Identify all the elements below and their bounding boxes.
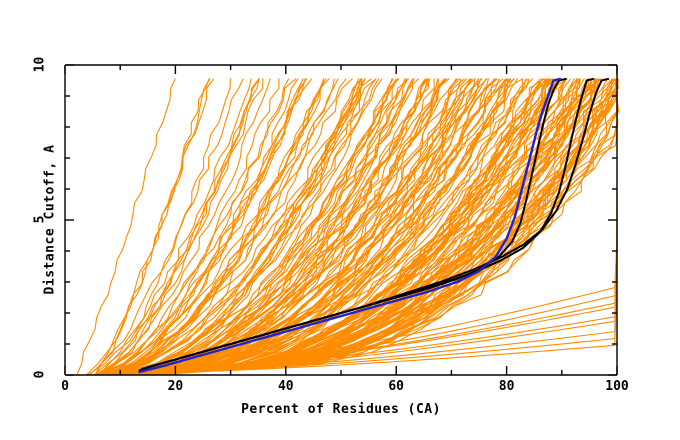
background-model-curve bbox=[112, 78, 394, 376]
background-model-curve bbox=[119, 78, 472, 376]
x-tick-label: 100 bbox=[605, 379, 629, 394]
x-tick-label: 20 bbox=[167, 379, 184, 394]
background-model-curve bbox=[124, 192, 618, 374]
background-model-curve bbox=[133, 78, 581, 376]
background-model-curve bbox=[131, 204, 618, 374]
background-model-curve bbox=[104, 78, 347, 376]
background-model-curve bbox=[122, 78, 496, 376]
background-model-curve bbox=[99, 78, 260, 376]
background-model-curve bbox=[87, 78, 252, 376]
background-model-curve bbox=[118, 78, 393, 376]
background-model-curve bbox=[118, 78, 450, 376]
background-model-curve bbox=[150, 78, 596, 376]
x-axis-label: Percent of Residues (CA) bbox=[241, 402, 441, 417]
background-model-curve bbox=[127, 78, 529, 376]
background-model-curve bbox=[76, 78, 176, 376]
series-reference-model-3 bbox=[146, 77, 610, 369]
background-model-curve bbox=[115, 78, 473, 376]
background-model-curve bbox=[147, 78, 575, 376]
background-model-curve bbox=[101, 78, 327, 376]
background-model-curve bbox=[127, 78, 551, 376]
background-model-curve bbox=[107, 78, 304, 376]
background-model-curve bbox=[141, 78, 592, 376]
background-model-curve bbox=[127, 182, 618, 374]
background-model-curve bbox=[128, 78, 565, 376]
background-model-curve bbox=[136, 196, 618, 374]
background-model-curve bbox=[105, 78, 362, 376]
background-model-curve bbox=[114, 78, 465, 376]
x-tick-label: 0 bbox=[61, 379, 69, 394]
background-model-curve bbox=[131, 78, 527, 376]
background-model-curve bbox=[105, 78, 362, 376]
background-model-curve bbox=[125, 78, 488, 376]
background-model-curve bbox=[89, 78, 244, 376]
background-model-curve bbox=[143, 78, 564, 376]
background-model-curve bbox=[108, 78, 325, 376]
background-model-curve bbox=[113, 78, 435, 376]
background-model-curve bbox=[137, 78, 614, 376]
background-model-curve bbox=[110, 78, 409, 376]
background-model-curve bbox=[119, 78, 429, 376]
background-model-curve bbox=[129, 78, 482, 376]
y-axis-label: Distance Cutoff, A bbox=[42, 144, 58, 295]
background-model-curve bbox=[110, 78, 383, 376]
background-model-curve bbox=[109, 78, 399, 376]
background-model-curve bbox=[109, 78, 377, 376]
background-model-curve bbox=[135, 192, 618, 374]
background-model-curve bbox=[139, 78, 524, 376]
background-model-curve bbox=[111, 78, 414, 376]
background-model-curve bbox=[94, 78, 215, 376]
background-model-curve bbox=[121, 78, 489, 376]
axis-frame bbox=[64, 64, 618, 376]
background-model-curve bbox=[96, 78, 313, 376]
background-model-curve bbox=[116, 78, 380, 376]
background-model-curve bbox=[130, 78, 550, 376]
background-model-curve bbox=[124, 78, 512, 376]
background-model-curve bbox=[95, 78, 210, 376]
background-model-curve bbox=[139, 78, 619, 376]
x-tick-label: 60 bbox=[388, 379, 405, 394]
background-model-curve bbox=[120, 78, 439, 376]
series-best-model bbox=[138, 77, 562, 374]
background-model-curve bbox=[145, 78, 618, 376]
background-model-curves bbox=[76, 78, 620, 376]
background-model-curve bbox=[129, 231, 618, 374]
background-model-curve bbox=[124, 78, 427, 376]
x-tick-label: 80 bbox=[498, 379, 515, 394]
background-model-curve bbox=[100, 78, 366, 376]
background-model-curve bbox=[93, 78, 264, 376]
background-model-curve bbox=[111, 78, 372, 376]
background-model-curve bbox=[146, 78, 596, 376]
background-model-curve bbox=[98, 78, 280, 376]
background-model-curve bbox=[99, 78, 299, 376]
background-model-curve bbox=[124, 78, 447, 376]
background-model-curve bbox=[125, 240, 618, 374]
reference-model-curves bbox=[138, 77, 610, 374]
background-model-curve bbox=[132, 78, 589, 376]
background-model-curve bbox=[99, 78, 335, 376]
background-model-curve bbox=[106, 78, 290, 376]
background-model-curve bbox=[141, 78, 593, 376]
x-tick-label: 40 bbox=[277, 379, 294, 394]
background-model-curve bbox=[94, 78, 271, 376]
background-model-curve bbox=[130, 78, 530, 376]
background-model-curve bbox=[114, 78, 447, 376]
background-model-curve bbox=[100, 78, 260, 376]
background-model-curve bbox=[130, 225, 618, 374]
background-model-curve bbox=[99, 78, 360, 376]
background-model-curve bbox=[101, 78, 353, 376]
background-model-curve bbox=[96, 78, 297, 376]
background-model-curve bbox=[134, 78, 581, 376]
background-model-curve bbox=[116, 78, 406, 376]
background-model-curve bbox=[122, 78, 458, 376]
